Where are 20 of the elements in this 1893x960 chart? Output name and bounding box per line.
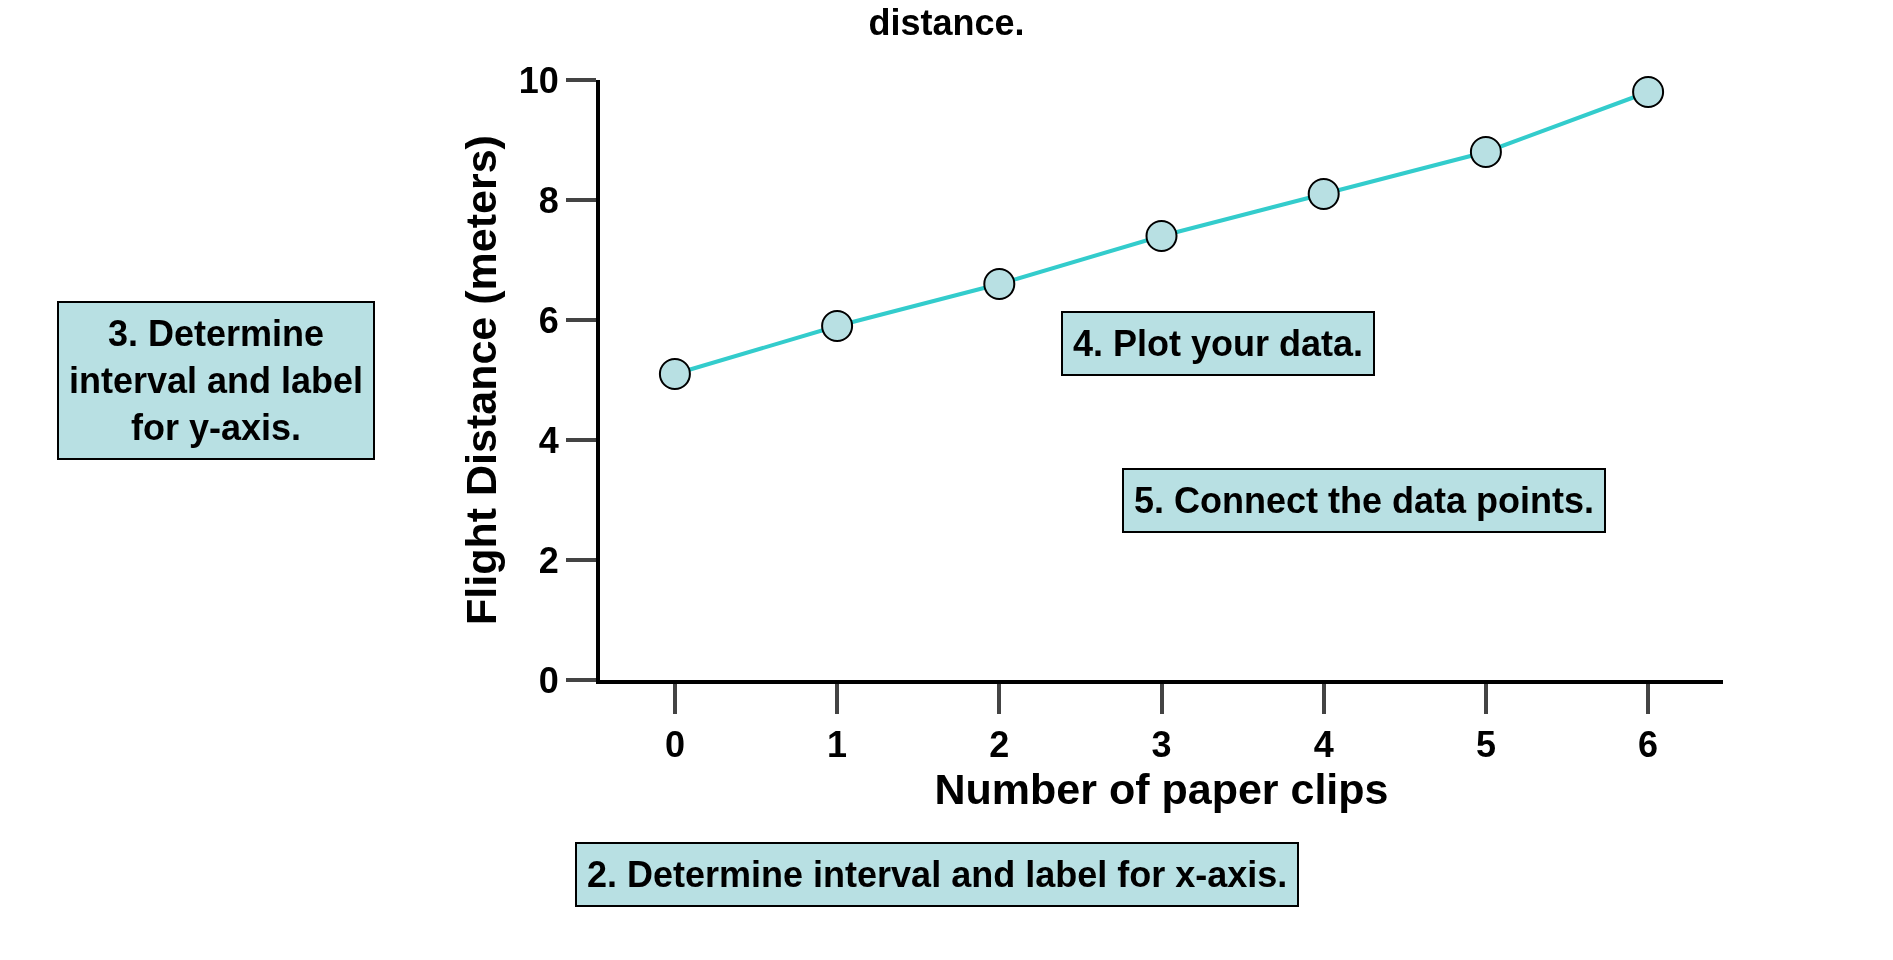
x-axis-title: Number of paper clips bbox=[934, 765, 1389, 814]
y-tick-label: 10 bbox=[518, 59, 559, 101]
x-tick-label: 2 bbox=[989, 724, 1010, 766]
annotation: 4. Plot your data. bbox=[1073, 323, 1364, 364]
x-tick-label: 5 bbox=[1475, 724, 1496, 766]
y-tick-label: 6 bbox=[538, 299, 559, 341]
y-tick-label: 4 bbox=[538, 419, 559, 461]
y-tick-label: 2 bbox=[538, 539, 559, 581]
x-tick-label: 4 bbox=[1313, 724, 1334, 766]
text: 2. Determine interval and label for x-axis. bbox=[587, 854, 1288, 895]
chart-title: distance. bbox=[868, 1, 1025, 43]
x-tick-label: 3 bbox=[1151, 724, 1172, 766]
x-tick-label: 0 bbox=[664, 724, 685, 766]
y-tick-label: 0 bbox=[538, 659, 559, 701]
text: 3. Determine interval and label for y-axis. bbox=[69, 313, 364, 448]
x-tick-label: 1 bbox=[827, 724, 848, 766]
x-tick-label: 6 bbox=[1638, 724, 1659, 766]
y-axis-title: Flight Distance (meters) bbox=[456, 135, 505, 625]
annotation: 5. Connect the data points. bbox=[1134, 480, 1595, 521]
y-tick-label: 8 bbox=[538, 179, 559, 221]
